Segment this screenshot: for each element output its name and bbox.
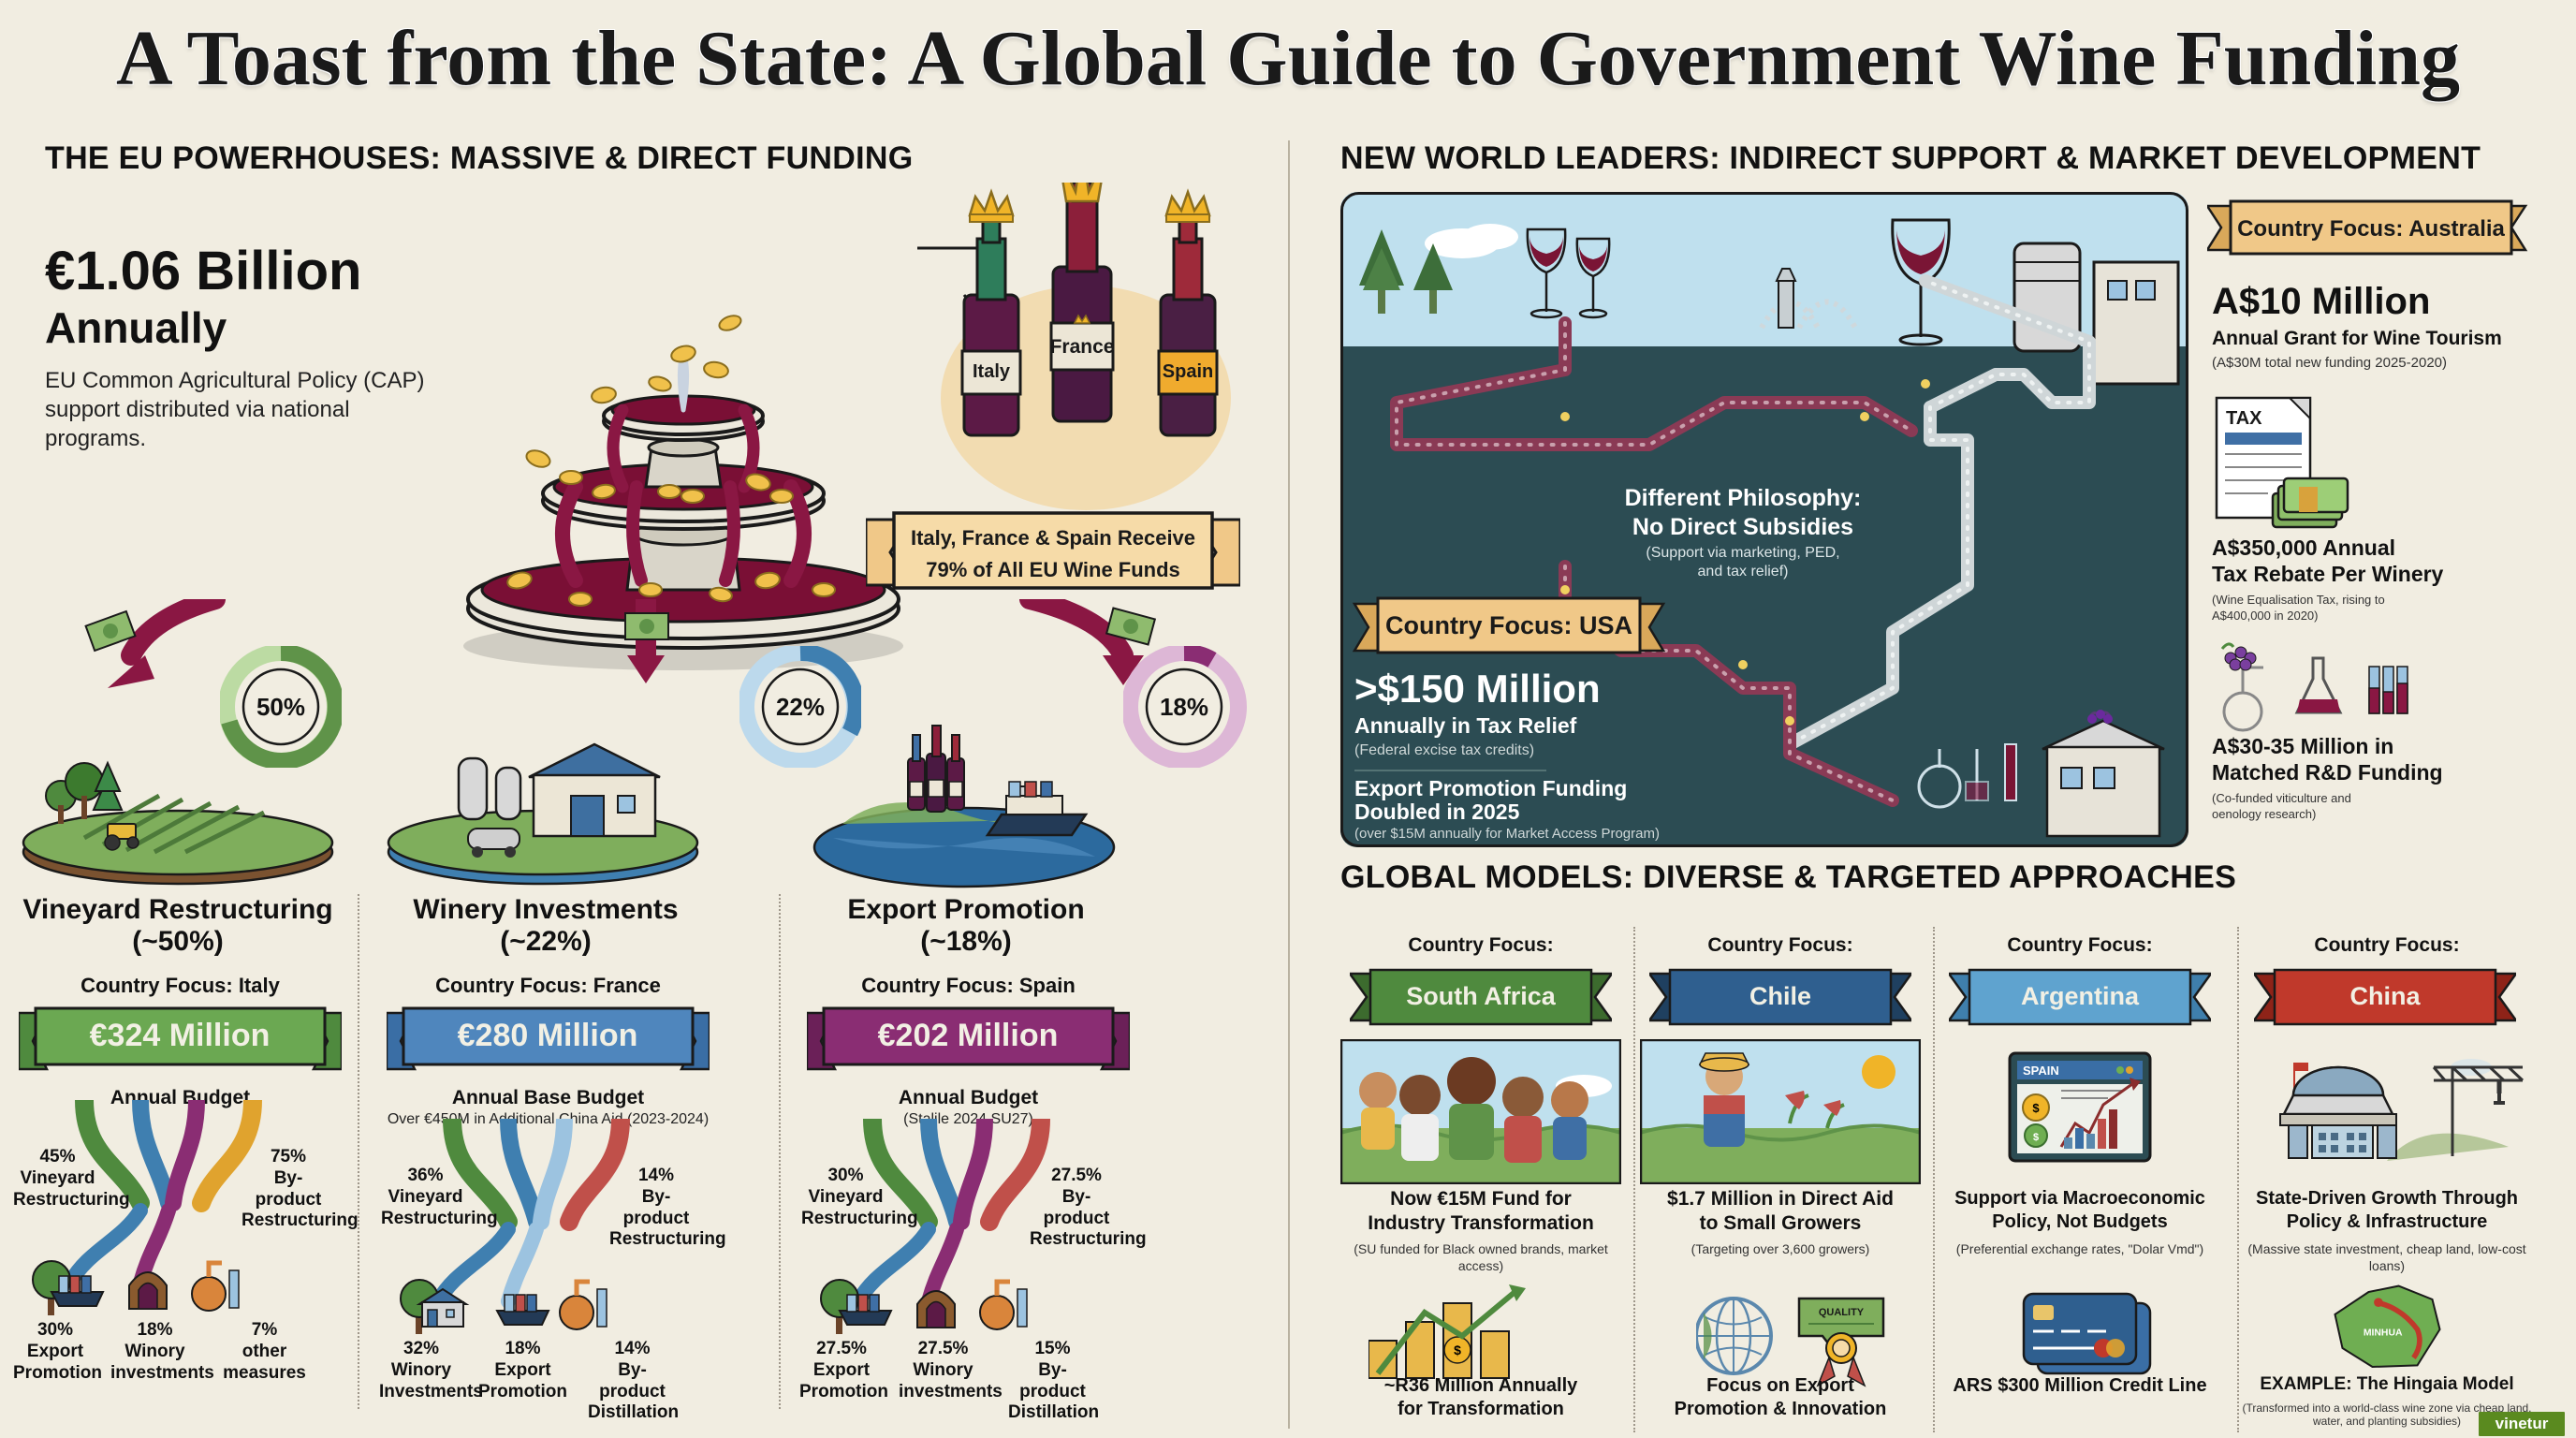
svg-text:No Direct Subsidies: No Direct Subsidies bbox=[1632, 514, 1853, 540]
svg-text:Argentina: Argentina bbox=[2021, 982, 2140, 1010]
svg-text:Doubled in 2025: Doubled in 2025 bbox=[1354, 800, 1520, 824]
svg-text:Tax Rebate Per Winery: Tax Rebate Per Winery bbox=[2212, 562, 2444, 586]
svg-text:A$400,000 in 2020): A$400,000 in 2020) bbox=[2212, 609, 2318, 623]
svg-text:South Africa: South Africa bbox=[1406, 982, 1556, 1010]
svg-text:QUALITY: QUALITY bbox=[1819, 1307, 1865, 1318]
svg-text:Annually in Tax Relief: Annually in Tax Relief bbox=[1354, 713, 1577, 738]
svg-text:Matched R&D Funding: Matched R&D Funding bbox=[2212, 760, 2443, 785]
svg-text:Chile: Chile bbox=[1749, 982, 1811, 1010]
svg-text:>$150 Million: >$150 Million bbox=[1354, 667, 1601, 711]
svg-text:(Federal excise tax credits): (Federal excise tax credits) bbox=[1354, 742, 1534, 758]
svg-text:A$10 Million: A$10 Million bbox=[2212, 281, 2430, 322]
svg-text:$: $ bbox=[2033, 1132, 2039, 1143]
svg-text:Different Philosophy:: Different Philosophy: bbox=[1625, 485, 1862, 511]
svg-text:A$350,000 Annual: A$350,000 Annual bbox=[2212, 536, 2395, 560]
svg-text:SPAIN: SPAIN bbox=[2023, 1064, 2059, 1078]
svg-text:18%: 18% bbox=[1160, 693, 1208, 721]
svg-text:(Support via marketing, PED,: (Support via marketing, PED, bbox=[1646, 545, 1839, 561]
svg-text:Italy: Italy bbox=[973, 361, 1011, 382]
svg-text:TAX: TAX bbox=[2226, 408, 2262, 429]
svg-text:79% of All EU Wine Funds: 79% of All EU Wine Funds bbox=[926, 558, 1180, 581]
svg-text:A$30-35 Million in: A$30-35 Million in bbox=[2212, 734, 2393, 758]
svg-text:(Wine Equalisation Tax, rising: (Wine Equalisation Tax, rising to bbox=[2212, 593, 2385, 607]
svg-text:France: France bbox=[1050, 336, 1115, 358]
svg-text:oenology research): oenology research) bbox=[2212, 807, 2316, 821]
svg-text:Country Focus: Australia: Country Focus: Australia bbox=[2237, 216, 2505, 242]
svg-text:Spain: Spain bbox=[1163, 361, 1213, 382]
svg-text:(Co-funded viticulture and: (Co-funded viticulture and bbox=[2212, 791, 2351, 805]
svg-text:Country Focus: USA: Country Focus: USA bbox=[1385, 611, 1632, 639]
svg-text:MINHUA: MINHUA bbox=[2364, 1328, 2403, 1338]
svg-text:(over $15M annually for Market: (over $15M annually for Market Access Pr… bbox=[1354, 826, 1660, 842]
svg-text:€280 Million: €280 Million bbox=[458, 1018, 638, 1053]
svg-text:and tax relief): and tax relief) bbox=[1698, 564, 1789, 580]
svg-text:(A$30M total new funding 2025-: (A$30M total new funding 2025-2020) bbox=[2212, 355, 2447, 371]
svg-text:€202 Million: €202 Million bbox=[878, 1018, 1059, 1053]
svg-text:Export Promotion Funding: Export Promotion Funding bbox=[1354, 776, 1627, 800]
svg-text:$: $ bbox=[2032, 1101, 2040, 1115]
svg-text:Annual Grant for Wine Tourism: Annual Grant for Wine Tourism bbox=[2212, 328, 2502, 349]
svg-text:China: China bbox=[2349, 982, 2421, 1010]
svg-text:$: $ bbox=[1454, 1343, 1461, 1357]
svg-text:€324 Million: €324 Million bbox=[90, 1018, 271, 1053]
svg-text:Italy, France & Spain Receive: Italy, France & Spain Receive bbox=[911, 526, 1195, 550]
